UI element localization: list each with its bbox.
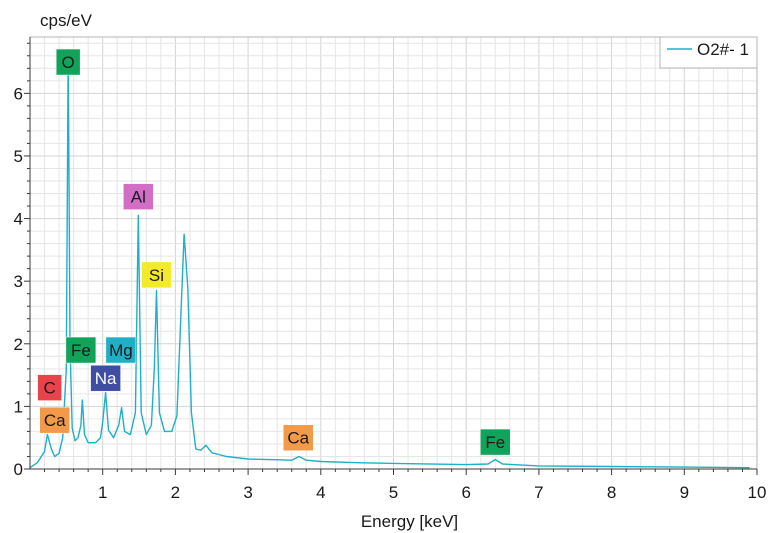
y-tick-label: 3 bbox=[14, 272, 23, 291]
element-label-text: Na bbox=[95, 369, 117, 388]
element-label: Ca bbox=[39, 406, 70, 434]
element-label: C bbox=[37, 374, 62, 401]
element-label: Fe bbox=[65, 336, 97, 364]
element-label-box bbox=[37, 374, 62, 401]
element-label-text: Fe bbox=[485, 433, 505, 452]
element-label-box bbox=[105, 336, 137, 364]
element-label-text: C bbox=[43, 379, 55, 398]
element-label: Ca bbox=[283, 424, 314, 451]
legend-box bbox=[659, 36, 758, 69]
x-tick-label: 4 bbox=[316, 483, 325, 502]
y-tick-label: 6 bbox=[14, 84, 23, 103]
element-label: O bbox=[55, 48, 81, 76]
element-label-box bbox=[55, 48, 81, 76]
x-tick-label: 8 bbox=[607, 483, 616, 502]
grid bbox=[30, 37, 757, 469]
element-labels: O Al Si Fe Mg Na C Ca Ca Fe bbox=[37, 48, 511, 456]
legend: O2#- 1 bbox=[659, 36, 758, 69]
element-label-box bbox=[141, 261, 172, 289]
element-label-box bbox=[39, 406, 70, 434]
x-tick-label: 1 bbox=[98, 483, 107, 502]
element-label: Fe bbox=[480, 428, 511, 456]
x-axis-title: Energy [keV] bbox=[361, 512, 458, 531]
x-tick-label: 5 bbox=[389, 483, 398, 502]
element-label-text: Mg bbox=[109, 341, 133, 360]
element-label-box bbox=[65, 336, 97, 364]
element-label-text: Fe bbox=[71, 341, 91, 360]
x-tick-label: 3 bbox=[243, 483, 252, 502]
y-tick-label: 5 bbox=[14, 147, 23, 166]
x-tick-label: 7 bbox=[534, 483, 543, 502]
y-tick-label: 0 bbox=[14, 460, 23, 479]
x-tick-label: 6 bbox=[461, 483, 470, 502]
y-tick-label: 1 bbox=[14, 397, 23, 416]
x-tick-label: 2 bbox=[171, 483, 180, 502]
element-label-text: Ca bbox=[287, 429, 309, 448]
y-tick-label: 4 bbox=[14, 210, 23, 229]
legend-entry-label: O2#- 1 bbox=[697, 40, 749, 59]
element-label-box bbox=[480, 428, 511, 456]
element-label: Na bbox=[90, 364, 121, 392]
element-label-box bbox=[123, 183, 154, 210]
x-tick-label: 10 bbox=[748, 483, 767, 502]
element-label-box bbox=[283, 424, 314, 451]
axes: 0 1 2 3 4 5 6 1 2 3 4 5 6 7 8 9 10 bbox=[14, 37, 767, 502]
series-layer bbox=[29, 48, 750, 469]
series-line bbox=[29, 48, 750, 469]
element-label-box bbox=[90, 364, 121, 392]
element-label: Mg bbox=[105, 336, 137, 364]
element-label: Al bbox=[123, 183, 154, 210]
element-label-text: Si bbox=[149, 266, 164, 285]
element-label-text: Ca bbox=[44, 411, 66, 430]
element-label-text: Al bbox=[131, 188, 146, 207]
element-label-text: O bbox=[62, 53, 75, 72]
y-tick-label: 2 bbox=[14, 335, 23, 354]
y-axis-title: cps/eV bbox=[40, 11, 93, 30]
element-label: Si bbox=[141, 261, 172, 289]
x-tick-label: 9 bbox=[680, 483, 689, 502]
